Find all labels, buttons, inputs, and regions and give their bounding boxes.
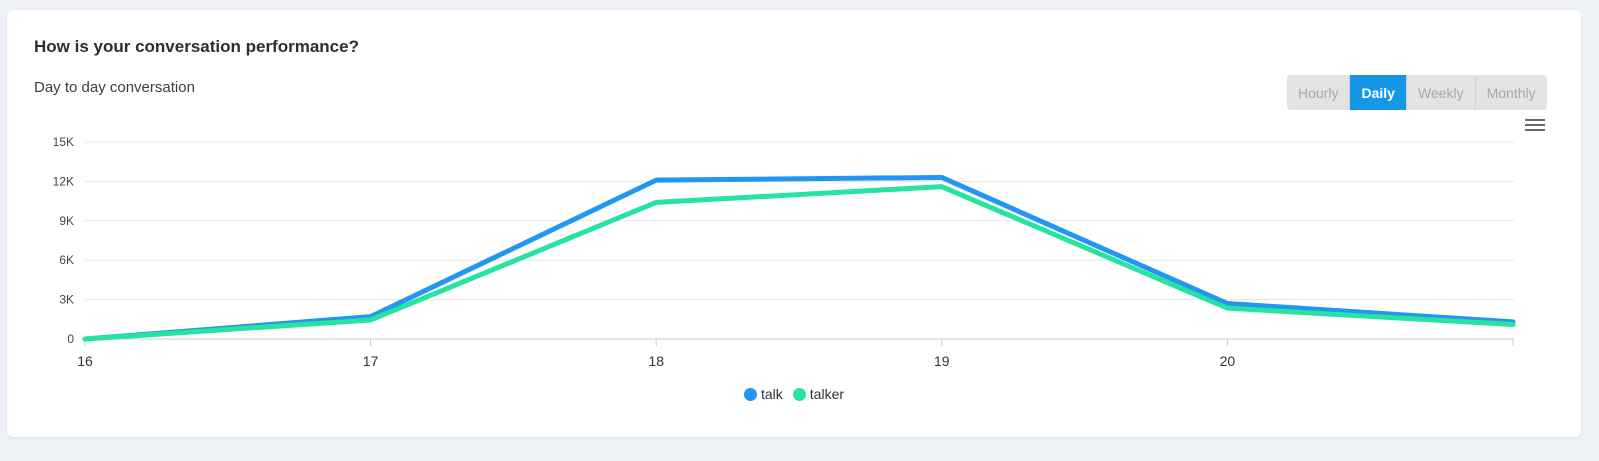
legend-dot-talk	[743, 387, 757, 401]
legend-label-talk: talk	[760, 386, 783, 402]
conversation-performance-card: How is your conversation performance? Da…	[7, 10, 1581, 437]
x-tick-label: 19	[934, 353, 950, 369]
x-tick-label: 20	[1220, 353, 1236, 369]
chart-subtitle: Day to day conversation	[34, 79, 195, 96]
legend-dot-talker	[792, 387, 806, 401]
y-tick-label: 15K	[53, 135, 74, 149]
series-line-talk	[82, 174, 1516, 342]
legend-item-talker[interactable]: talker	[792, 386, 845, 402]
x-tick-label: 18	[648, 353, 664, 369]
y-tick-label: 0	[67, 332, 74, 346]
card-title: How is your conversation performance?	[34, 37, 359, 56]
chart-legend: talk talker	[7, 386, 1581, 402]
hourly-button[interactable]: Hourly	[1287, 75, 1351, 110]
chart-menu-icon[interactable]	[1525, 119, 1545, 133]
series-line-talker	[82, 184, 1516, 342]
daily-button[interactable]: Daily	[1350, 75, 1407, 110]
y-tick-label: 9K	[59, 214, 74, 228]
range-button-group: Hourly Daily Weekly Monthly	[1287, 75, 1547, 110]
weekly-button[interactable]: Weekly	[1406, 75, 1476, 110]
x-tick-label: 16	[77, 353, 93, 369]
y-tick-label: 6K	[59, 253, 74, 267]
x-tick-label: 17	[363, 353, 379, 369]
line-chart: 0 3K 6K 9K 12K 15K 16 17 18 19 20	[53, 135, 1516, 369]
y-tick-label: 3K	[59, 293, 74, 307]
legend-item-talk[interactable]: talk	[743, 386, 783, 402]
y-tick-label: 12K	[53, 174, 74, 188]
legend-label-talker: talker	[809, 386, 845, 402]
monthly-button[interactable]: Monthly	[1475, 75, 1547, 110]
